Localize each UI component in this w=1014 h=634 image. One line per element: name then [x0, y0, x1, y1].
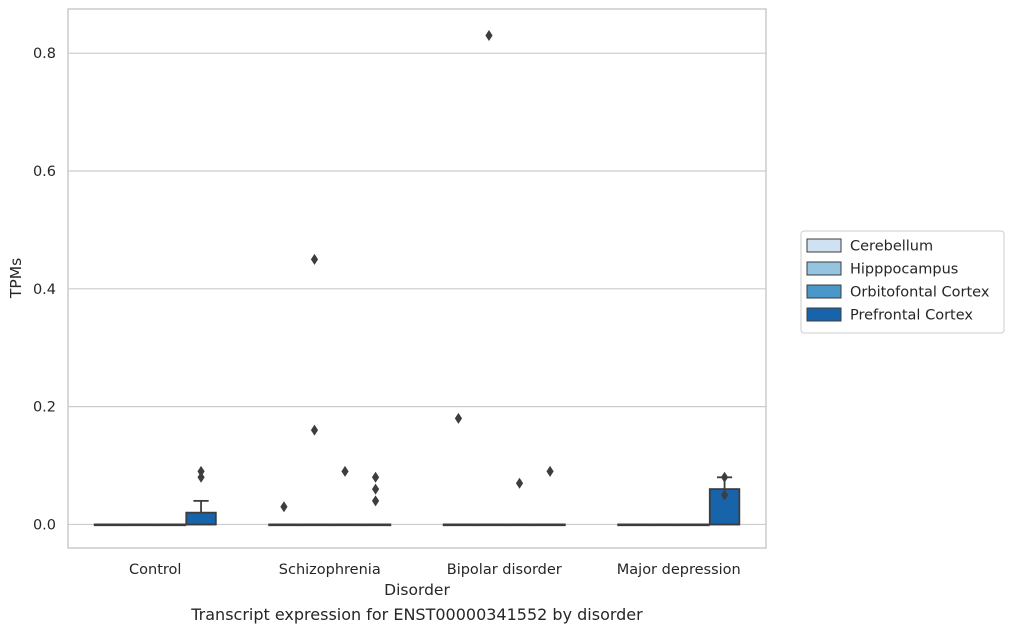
- outlier-point: [546, 465, 554, 477]
- box-body: [185, 511, 217, 526]
- box-body: [708, 488, 741, 526]
- box-cerebellum: [617, 523, 649, 527]
- outlier-point: [720, 489, 729, 501]
- box-prefrontal-cortex: [534, 465, 566, 527]
- outlier-point: [454, 412, 463, 424]
- x-axis-label: Disorder: [384, 581, 450, 599]
- outlier-point: [341, 465, 349, 477]
- outlier-point: [310, 424, 319, 436]
- box-hipppocampus: [124, 523, 156, 527]
- outlier-point: [197, 465, 205, 477]
- box-cerebellum: [93, 523, 126, 527]
- legend-swatch: [806, 261, 842, 276]
- box-orbitofontal-cortex: [329, 465, 361, 527]
- plot-frame: [67, 8, 767, 549]
- legend-label: Hipppocampus: [850, 262, 958, 278]
- y-axis-label: TPMs: [7, 258, 25, 299]
- outlier-point: [371, 471, 380, 483]
- outlier-point: [310, 253, 319, 265]
- box-hipppocampus: [647, 523, 680, 527]
- legend-label: Prefrontal Cortex: [850, 308, 973, 324]
- y-tick-labels: 0.0 0.2 0.4 0.6 0.8: [33, 46, 56, 533]
- x-tick-label: Major depression: [617, 562, 741, 578]
- outlier-point: [280, 501, 288, 513]
- x-tick-label: Schizophrenia: [279, 562, 381, 578]
- y-tick-label: 0.4: [33, 282, 56, 298]
- y-tick-label: 0.0: [33, 517, 56, 533]
- legend-swatch: [806, 307, 842, 322]
- outlier-point: [515, 477, 524, 489]
- legend-label: Cerebellum: [850, 239, 933, 255]
- box-plots: [93, 30, 741, 527]
- box-orbitofontal-cortex: [503, 477, 536, 527]
- legend-frame: [800, 230, 1005, 334]
- outlier-point: [720, 471, 729, 483]
- outlier-point: [371, 483, 380, 495]
- gridlines: [68, 52, 766, 526]
- outlier-point: [485, 30, 493, 42]
- box-cerebellum: [442, 412, 475, 527]
- legend-label: Orbitofontal Cortex: [850, 285, 990, 301]
- x-tick-label: Bipolar disorder: [447, 562, 562, 578]
- y-tick-label: 0.2: [33, 400, 56, 416]
- legend: Cerebellum Hipppocampus Orbitofontal Corte…: [800, 230, 1005, 334]
- box-prefrontal-cortex: [185, 465, 217, 526]
- legend-swatch: [806, 284, 842, 299]
- box-prefrontal-cortex: [708, 471, 741, 526]
- legend-swatch: [806, 238, 842, 253]
- x-tick-labels: Control Schizophrenia Bipolar disorder Majo…: [129, 562, 741, 578]
- outlier-point: [197, 471, 205, 483]
- box-orbitofontal-cortex: [678, 523, 710, 527]
- box-hipppocampus: [298, 253, 331, 527]
- y-tick-label: 0.6: [33, 164, 56, 180]
- x-tick-label: Control: [129, 562, 181, 578]
- box-prefrontal-cortex: [359, 471, 392, 527]
- y-tick-label: 0.8: [33, 46, 56, 62]
- chart-caption: Transcript expression for ENST0000034155…: [191, 605, 643, 624]
- box-cerebellum: [268, 501, 300, 527]
- box-hipppocampus: [473, 30, 505, 527]
- box-orbitofontal-cortex: [154, 523, 187, 527]
- outlier-point: [371, 495, 380, 507]
